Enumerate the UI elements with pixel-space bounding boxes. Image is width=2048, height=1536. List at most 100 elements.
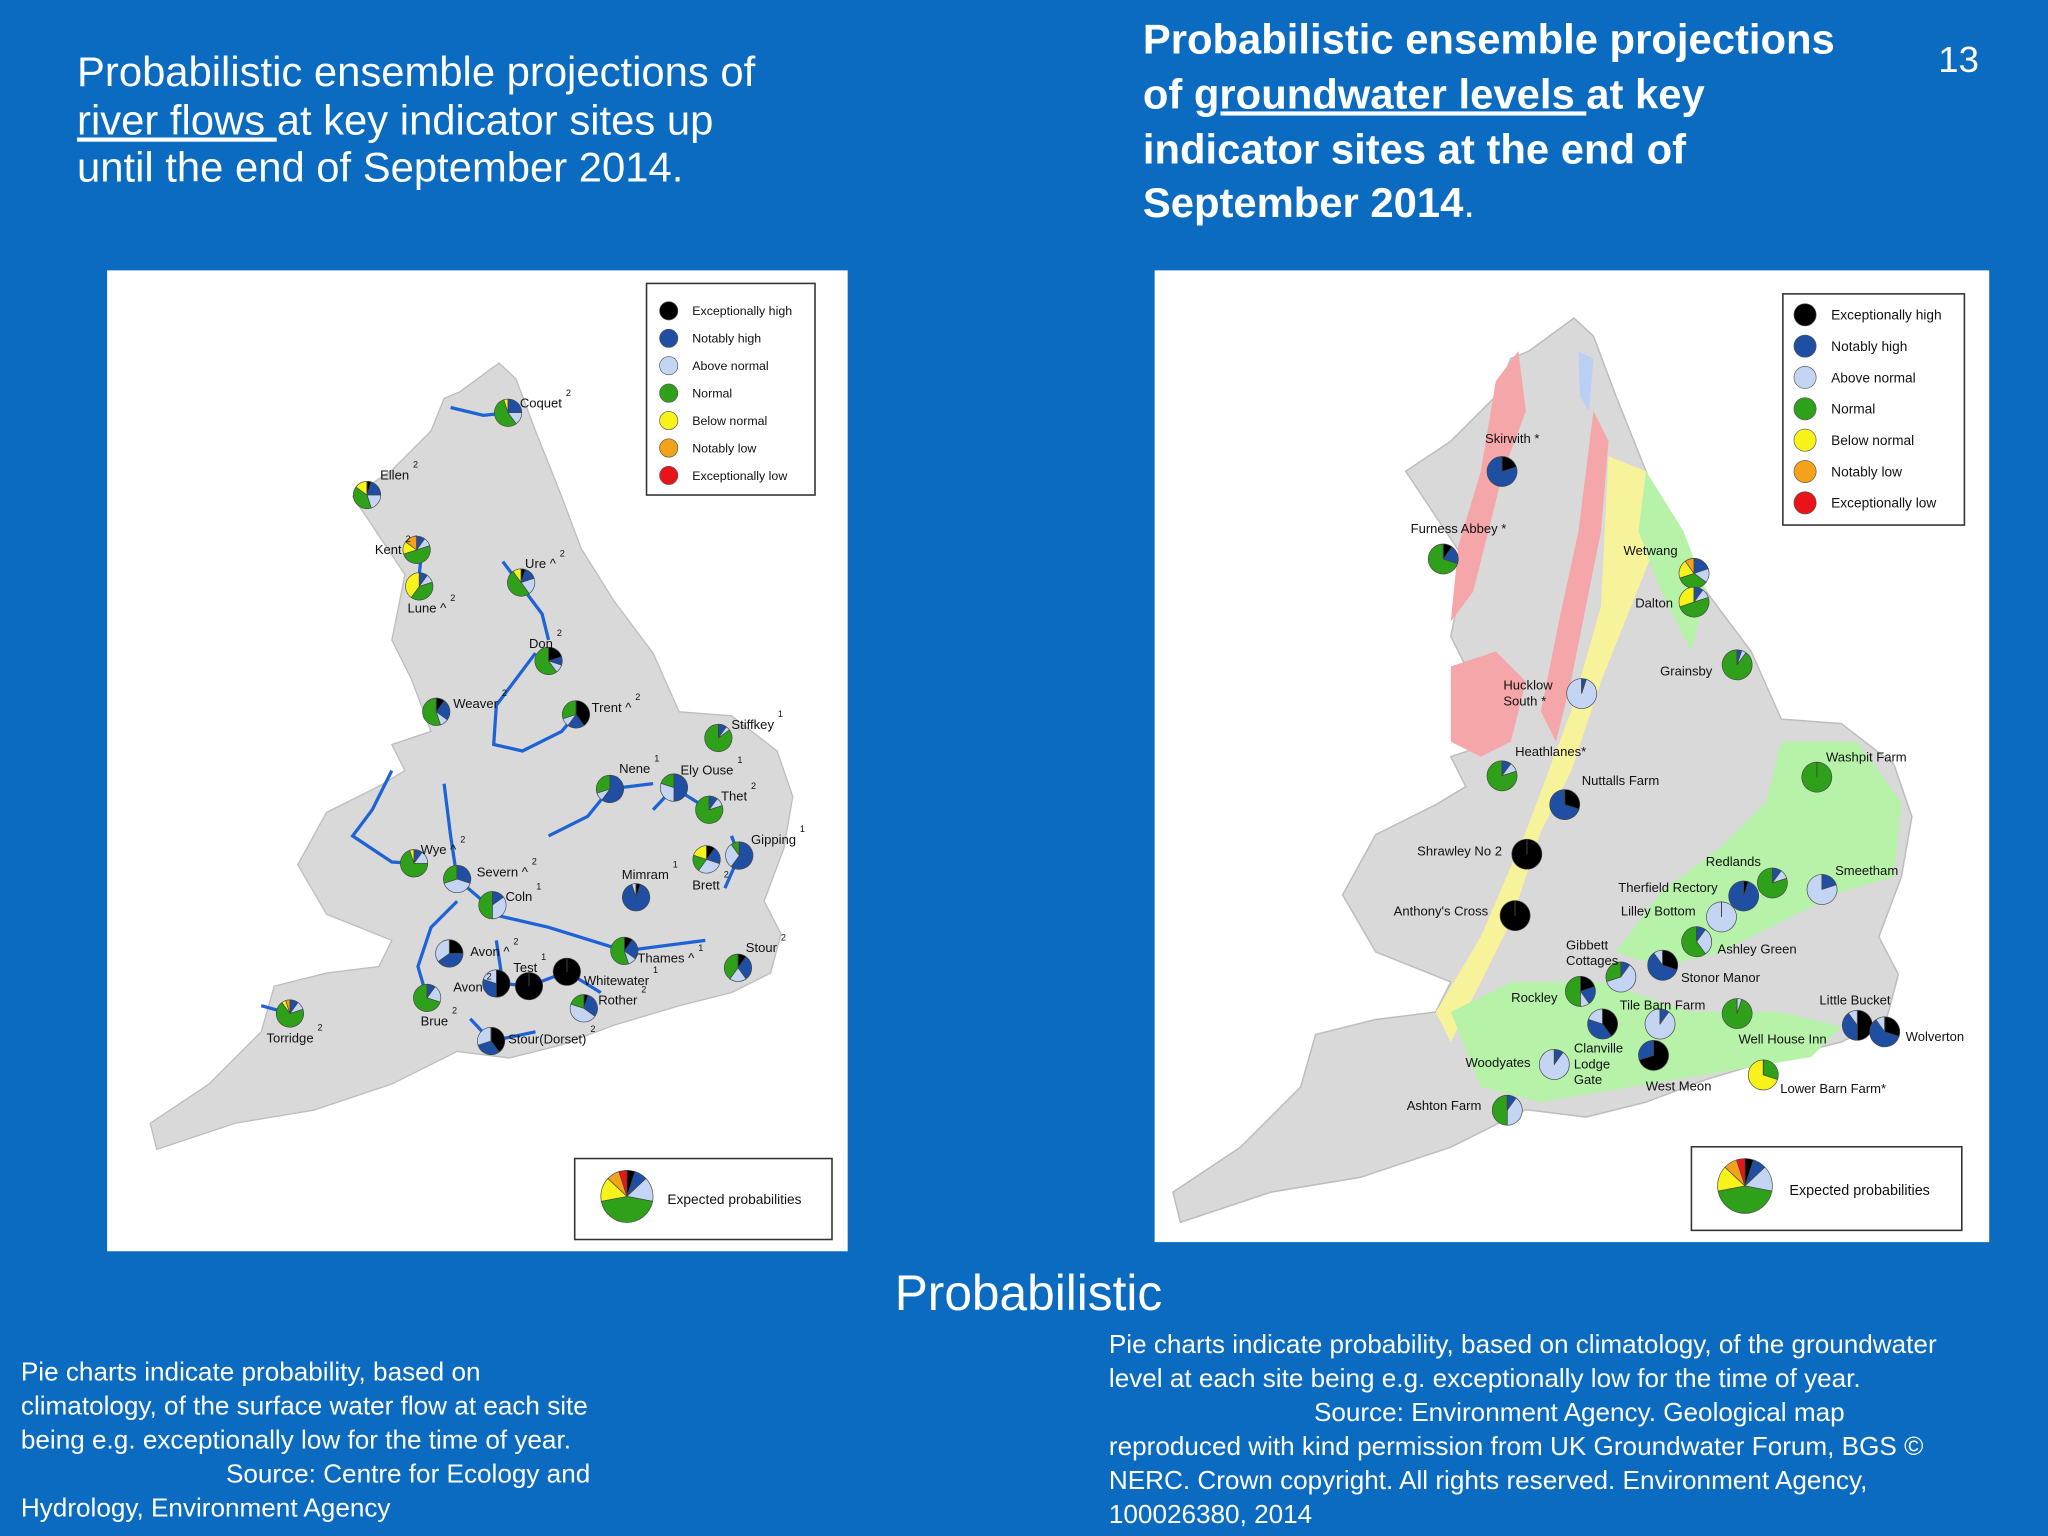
- caption-line: Pie charts indicate probability, based o…: [21, 1357, 481, 1387]
- pie-slice: [477, 1026, 492, 1046]
- site-note: 2: [450, 593, 455, 603]
- title-line: Probabilistic ensemble projections: [1143, 16, 1835, 63]
- legend-label: Notably low: [692, 441, 756, 455]
- site-label: Kent: [375, 542, 402, 557]
- site-label: Shrawley No 2: [1417, 844, 1502, 859]
- legend-label: Notably low: [1831, 464, 1902, 479]
- pie-slice: [1884, 1016, 1901, 1037]
- title-line: September 2014.: [1143, 179, 1475, 226]
- site-label: Washpit Farm: [1826, 749, 1907, 764]
- legend-swatch: [1793, 397, 1817, 421]
- site-label: Lodge: [1574, 1056, 1610, 1071]
- legend-label: Above normal: [1831, 370, 1916, 385]
- site-note: 2: [502, 688, 507, 698]
- pie-slice: [601, 774, 624, 803]
- site-note: 1: [536, 881, 541, 891]
- site-note: 2: [532, 857, 537, 867]
- site-label: Coquet: [520, 396, 562, 411]
- pie-slice: [405, 572, 420, 599]
- site-label: Nuttalls Farm: [1582, 773, 1660, 788]
- site-note: 2: [781, 932, 786, 942]
- legend-swatch: [659, 411, 679, 431]
- site-note: 1: [737, 755, 742, 765]
- site-label: West Meon: [1646, 1079, 1712, 1094]
- site-label: Coln: [505, 889, 532, 904]
- site-label: Mimram: [622, 867, 669, 882]
- pie-slice: [659, 782, 675, 802]
- pie-slice: [618, 1169, 628, 1197]
- river: [350, 769, 415, 865]
- site-label: Grainsby: [1660, 663, 1713, 678]
- pie-slice: [456, 864, 472, 884]
- site-note: 2: [590, 1024, 595, 1034]
- site-label: Thames ^: [637, 951, 695, 966]
- site-label: Dalton: [1635, 595, 1673, 610]
- pie-slice: [1565, 975, 1581, 1007]
- site-note: 2: [560, 548, 565, 558]
- pie-slice: [622, 883, 651, 912]
- pie-slice: [673, 773, 688, 802]
- pie-slice: [583, 994, 598, 1017]
- site-label: Stour: [746, 940, 778, 955]
- title-line: Probabilistic ensemble projections of: [77, 48, 756, 95]
- site-label: Stour(Dorset): [508, 1032, 586, 1047]
- title-line: river flows at key indicator sites up: [77, 97, 713, 144]
- legend-swatch: [659, 301, 679, 321]
- river: [547, 782, 654, 838]
- pie-slice: [1587, 1018, 1612, 1040]
- site-label: Wetwang: [1624, 543, 1678, 558]
- pie-slice: [1606, 964, 1637, 993]
- legend-label: Below normal: [692, 414, 767, 428]
- pie-slice: [1602, 1008, 1618, 1037]
- legend-swatch: [1793, 428, 1817, 452]
- legend-box: [645, 282, 816, 496]
- site-label: Stonor Manor: [1681, 970, 1761, 985]
- site-note: 2: [641, 985, 646, 995]
- legend-label: Notably high: [692, 332, 761, 346]
- legend-label: Normal: [692, 386, 732, 400]
- legend-swatch: [1793, 491, 1817, 515]
- pie-slice: [478, 891, 493, 920]
- site-note: 2: [635, 692, 640, 702]
- site-label: Hucklow: [1503, 678, 1553, 693]
- site-note: 1: [654, 753, 659, 763]
- caption-line: Source: Environment Agency. Geological m…: [1314, 1397, 1845, 1427]
- site-label: Weaver: [453, 696, 498, 711]
- legend-swatch: [1793, 303, 1817, 327]
- pie-slice: [1842, 1012, 1858, 1041]
- site-note: 2: [751, 781, 756, 791]
- title-text: at key indicator sites up: [277, 97, 714, 144]
- slide-number: 13: [1938, 39, 1979, 80]
- site-note: 2: [487, 972, 492, 982]
- site-label: Brue: [421, 1013, 449, 1028]
- expected-label: Expected probabilities: [1789, 1183, 1930, 1199]
- site-label: Ashton Farm: [1407, 1098, 1482, 1113]
- site-label: Torridge: [266, 1030, 313, 1045]
- expected-label: Expected probabilities: [667, 1192, 801, 1207]
- site-label: Heathlanes*: [1515, 744, 1586, 759]
- site-note: 2: [406, 534, 411, 544]
- pie-slice: [403, 545, 431, 564]
- title-text: at key: [1586, 70, 1705, 117]
- site-label: Smeetham: [1835, 863, 1898, 878]
- caption-line: Source: Centre for Ecology and: [226, 1458, 590, 1488]
- geology: [1616, 741, 1902, 967]
- site-label: Trent ^: [592, 700, 633, 715]
- site-label: Anthony's Cross: [1394, 904, 1489, 919]
- legend-label: Exceptionally low: [1831, 496, 1936, 511]
- caption-line: Hydrology, Environment Agency: [21, 1492, 391, 1522]
- site-note: 2: [318, 1023, 323, 1033]
- site-label: Well House Inn: [1738, 1032, 1826, 1047]
- pie-slice: [562, 700, 577, 720]
- title-text: .: [1463, 179, 1475, 226]
- geology: [1540, 411, 1609, 742]
- river: [416, 900, 459, 999]
- pie-slice: [443, 864, 458, 884]
- legend-swatch: [1793, 366, 1817, 389]
- site-label: Clanville: [1574, 1041, 1623, 1056]
- title-line: until the end of September 2014.: [77, 144, 683, 191]
- site-note: 2: [724, 870, 729, 880]
- caption-line: level at each site being e.g. exceptiona…: [1109, 1363, 1861, 1393]
